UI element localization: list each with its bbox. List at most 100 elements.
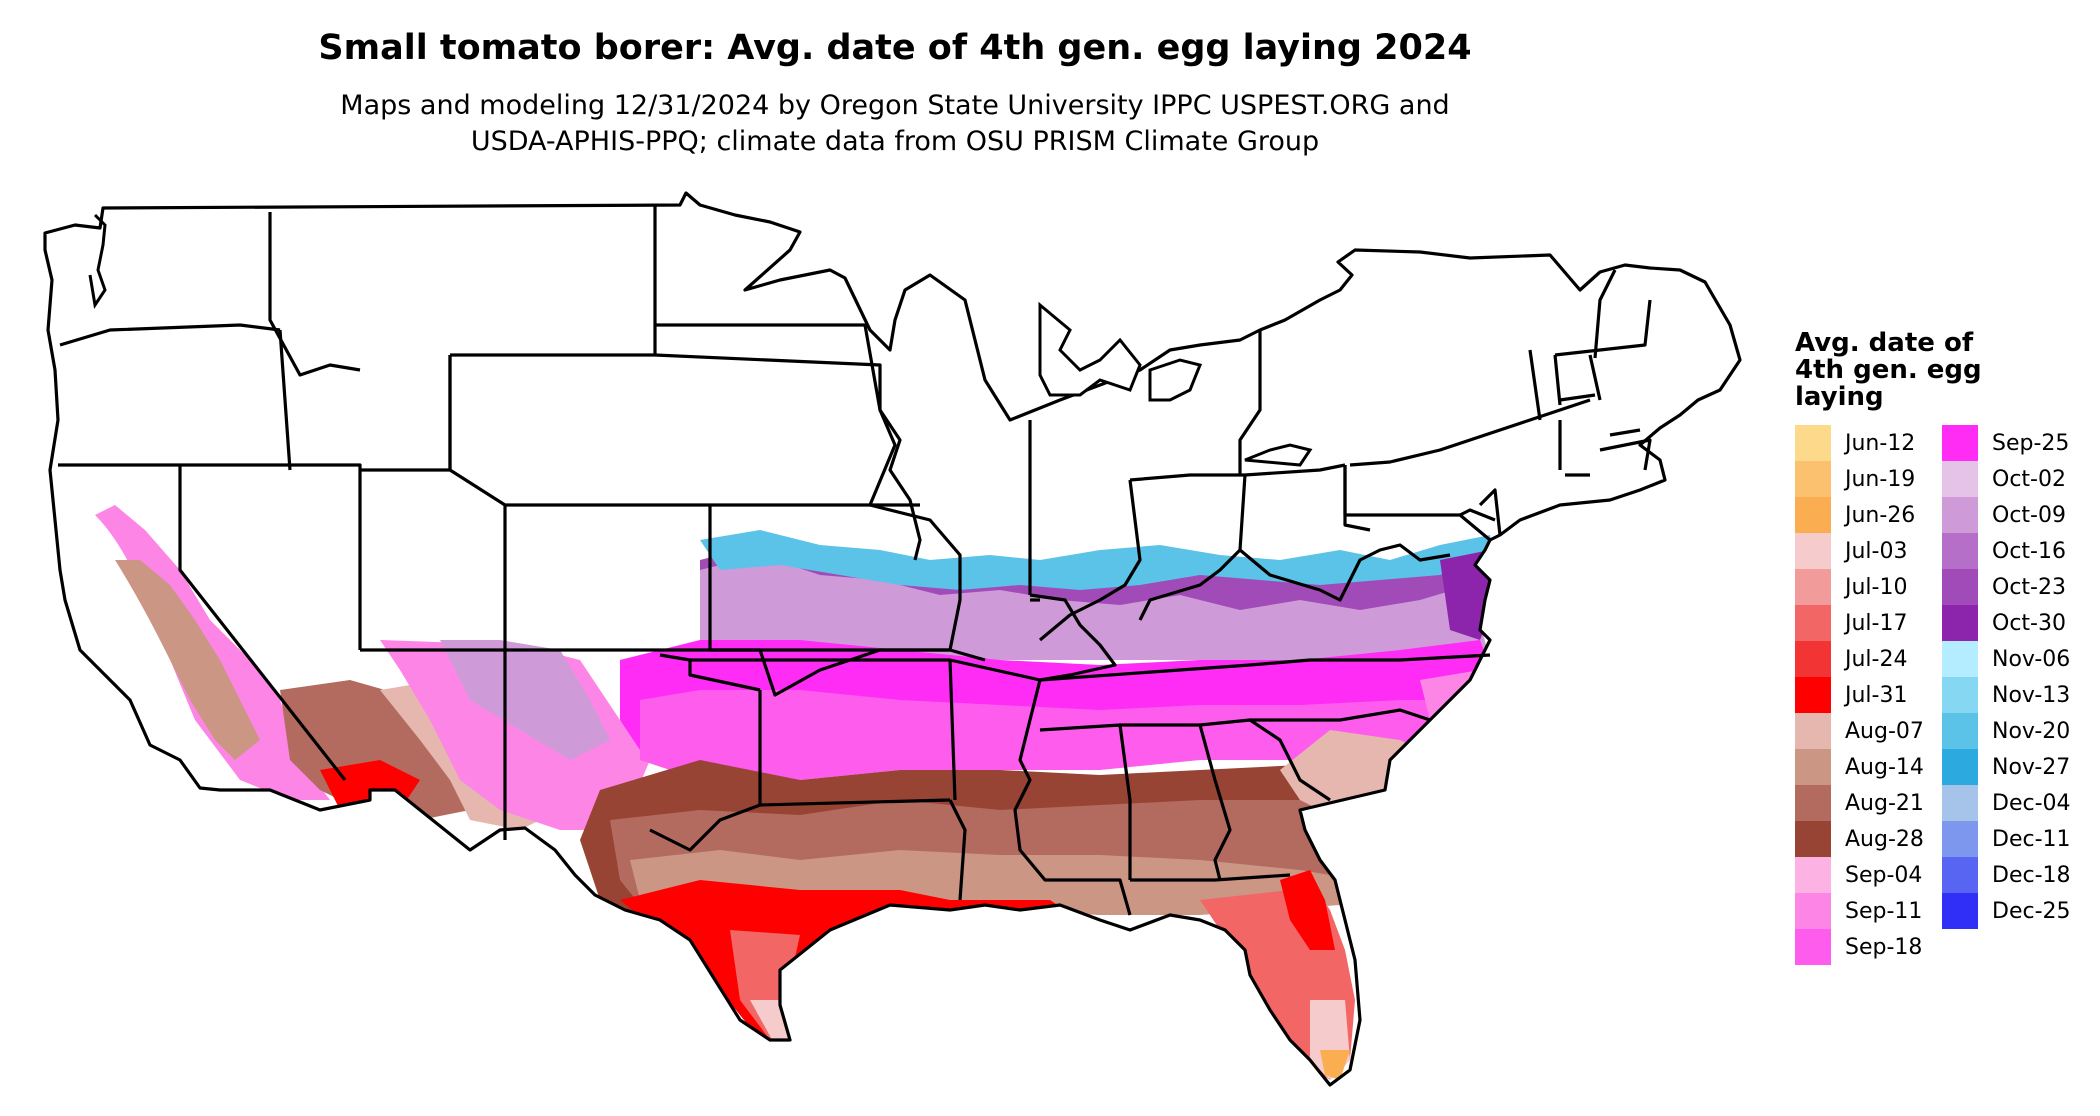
legend-swatch (1942, 461, 1978, 497)
legend-label: Dec-11 (1992, 826, 2071, 852)
legend-item: Nov-06 (1942, 641, 2089, 677)
legend-label: Jul-10 (1845, 574, 1908, 600)
climate-bands (95, 505, 1500, 1080)
legend-swatch (1795, 425, 1831, 461)
legend-swatch (1942, 749, 1978, 785)
legend-swatch (1942, 713, 1978, 749)
legend-item: Oct-02 (1942, 461, 2089, 497)
legend-item: Nov-20 (1942, 713, 2089, 749)
legend-item: Aug-21 (1795, 785, 1942, 821)
legend-label: Oct-30 (1992, 610, 2066, 636)
legend-item: Jul-03 (1795, 533, 1942, 569)
legend-swatch (1795, 893, 1831, 929)
legend-item: Aug-14 (1795, 749, 1942, 785)
great-lakes (1038, 301, 1313, 467)
legend-swatch (1795, 749, 1831, 785)
legend-label: Nov-27 (1992, 754, 2071, 780)
legend-title-line-3: laying (1795, 382, 1884, 412)
legend-item: Sep-04 (1795, 857, 1942, 893)
legend-item: Sep-18 (1795, 929, 1942, 965)
legend-item: Dec-18 (1942, 857, 2089, 893)
legend-swatch (1942, 569, 1978, 605)
legend-label: Oct-02 (1992, 466, 2066, 492)
legend-item: Oct-09 (1942, 497, 2089, 533)
legend-item: Aug-28 (1795, 821, 1942, 857)
legend-swatch (1795, 605, 1831, 641)
legend-label: Oct-16 (1992, 538, 2066, 564)
state-boundaries (43, 191, 1742, 1087)
legend-label: Nov-06 (1992, 646, 2071, 672)
legend-label: Aug-14 (1845, 754, 1924, 780)
legend-label: Sep-25 (1992, 430, 2070, 456)
legend-swatch (1795, 857, 1831, 893)
legend-column-2: Sep-25 Oct-02 Oct-09 Oct-16 Oct-23 Oct-30 Nov-… (1942, 425, 2089, 965)
legend-item: Sep-25 (1942, 425, 2089, 461)
legend-label: Jul-31 (1845, 682, 1908, 708)
legend-item: Jul-31 (1795, 677, 1942, 713)
legend-title-line-1: Avg. date of (1795, 328, 1974, 358)
legend-swatch (1942, 821, 1978, 857)
legend-swatch (1942, 857, 1978, 893)
legend-swatch (1795, 497, 1831, 533)
map-title: Small tomato borer: Avg. date of 4th gen… (318, 28, 1472, 68)
legend-item: Dec-25 (1942, 893, 2089, 929)
legend-swatch (1942, 425, 1978, 461)
legend-label: Oct-09 (1992, 502, 2066, 528)
legend-column-1: Jun-12 Jun-19 Jun-26 Jul-03 Jul-10 Jul-17 Jul-… (1795, 425, 1942, 965)
legend-label: Nov-13 (1992, 682, 2071, 708)
legend-item: Sep-11 (1795, 893, 1942, 929)
legend-item: Dec-04 (1942, 785, 2089, 821)
legend-item: Jul-17 (1795, 605, 1942, 641)
legend: Avg. date of 4th gen. egg laying Jun-12 J… (1795, 330, 2095, 965)
legend-label: Jun-12 (1845, 430, 1916, 456)
legend-label: Oct-23 (1992, 574, 2066, 600)
legend-title: Avg. date of 4th gen. egg laying (1795, 330, 2095, 411)
legend-label: Dec-04 (1992, 790, 2071, 816)
legend-label: Jul-17 (1845, 610, 1908, 636)
legend-label: Jul-24 (1845, 646, 1908, 672)
map-subtitle: Maps and modeling 12/31/2024 by Oregon S… (0, 88, 1790, 160)
legend-item: Jul-10 (1795, 569, 1942, 605)
us-map (43, 191, 1742, 1087)
legend-item: Oct-23 (1942, 569, 2089, 605)
legend-item: Jul-24 (1795, 641, 1942, 677)
legend-swatch (1795, 713, 1831, 749)
legend-swatch (1795, 569, 1831, 605)
legend-label: Jul-03 (1845, 538, 1908, 564)
legend-item: Nov-13 (1942, 677, 2089, 713)
legend-item: Jun-19 (1795, 461, 1942, 497)
legend-swatch (1942, 677, 1978, 713)
legend-columns: Jun-12 Jun-19 Jun-26 Jul-03 Jul-10 Jul-17 Jul-… (1795, 425, 2095, 965)
legend-item: Oct-16 (1942, 533, 2089, 569)
legend-label: Aug-28 (1845, 826, 1924, 852)
legend-label: Sep-18 (1845, 934, 1923, 960)
legend-swatch (1795, 929, 1831, 965)
legend-label: Aug-21 (1845, 790, 1924, 816)
legend-swatch (1795, 461, 1831, 497)
legend-swatch (1795, 533, 1831, 569)
legend-swatch (1942, 533, 1978, 569)
subtitle-line-2: USDA-APHIS-PPQ; climate data from OSU PR… (470, 126, 1320, 157)
legend-swatch (1942, 641, 1978, 677)
legend-swatch (1795, 821, 1831, 857)
legend-label: Sep-04 (1845, 862, 1923, 888)
legend-title-line-2: 4th gen. egg (1795, 355, 1982, 385)
legend-item: Oct-30 (1942, 605, 2089, 641)
legend-swatch (1795, 785, 1831, 821)
legend-item: Dec-11 (1942, 821, 2089, 857)
legend-item: Nov-27 (1942, 749, 2089, 785)
legend-label: Jun-19 (1845, 466, 1916, 492)
legend-item: Jun-26 (1795, 497, 1942, 533)
legend-item: Aug-07 (1795, 713, 1942, 749)
legend-label: Dec-25 (1992, 898, 2071, 924)
legend-label: Sep-11 (1845, 898, 1923, 924)
subtitle-line-1: Maps and modeling 12/31/2024 by Oregon S… (340, 90, 1450, 121)
legend-swatch (1942, 893, 1978, 929)
legend-label: Aug-07 (1845, 718, 1924, 744)
legend-swatch (1795, 641, 1831, 677)
legend-label: Nov-20 (1992, 718, 2071, 744)
legend-label: Jun-26 (1845, 502, 1916, 528)
legend-swatch (1942, 497, 1978, 533)
legend-swatch (1942, 605, 1978, 641)
legend-swatch (1795, 677, 1831, 713)
